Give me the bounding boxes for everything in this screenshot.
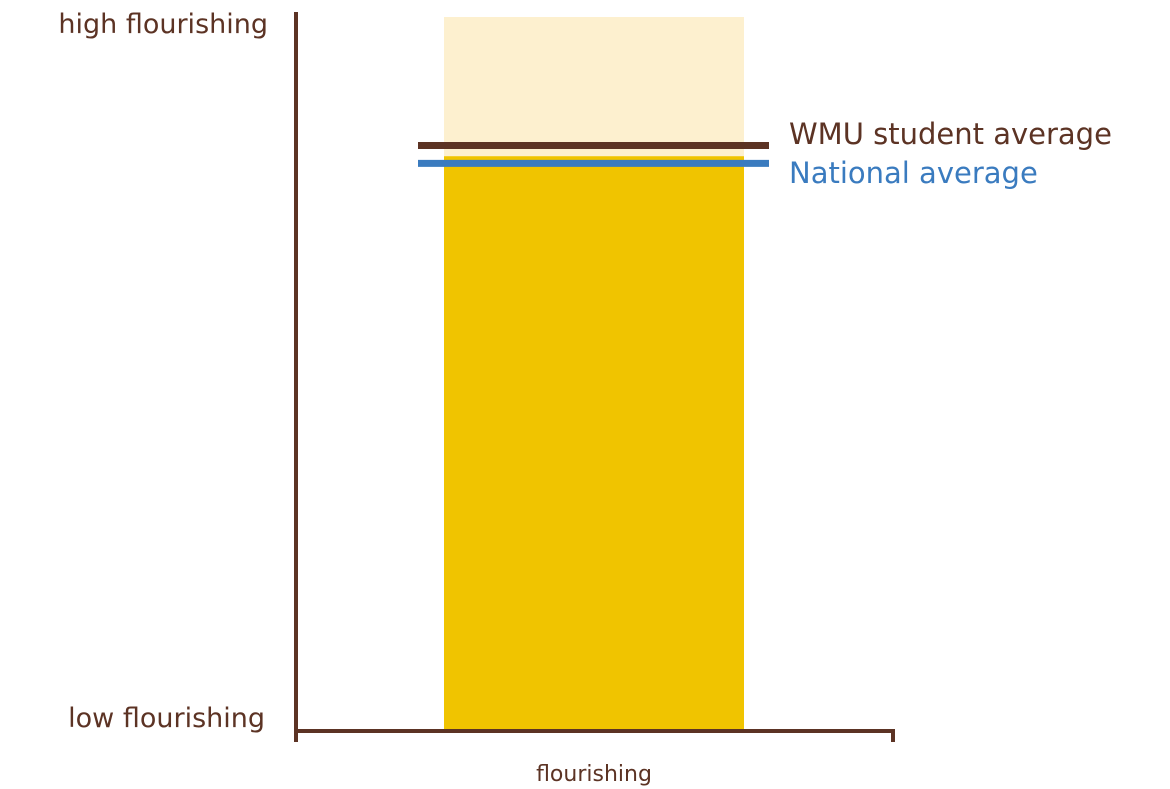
bar-flourishing — [444, 156, 744, 732]
national-average-label: National average — [789, 156, 1038, 190]
plot-area — [294, 12, 895, 742]
y-axis-top-label: high flourishing — [58, 9, 268, 40]
y-axis-bottom-label: low flourishing — [68, 703, 265, 734]
x-axis-category-label: flourishing — [536, 762, 652, 787]
wmu-average-label: WMU student average — [789, 117, 1112, 151]
